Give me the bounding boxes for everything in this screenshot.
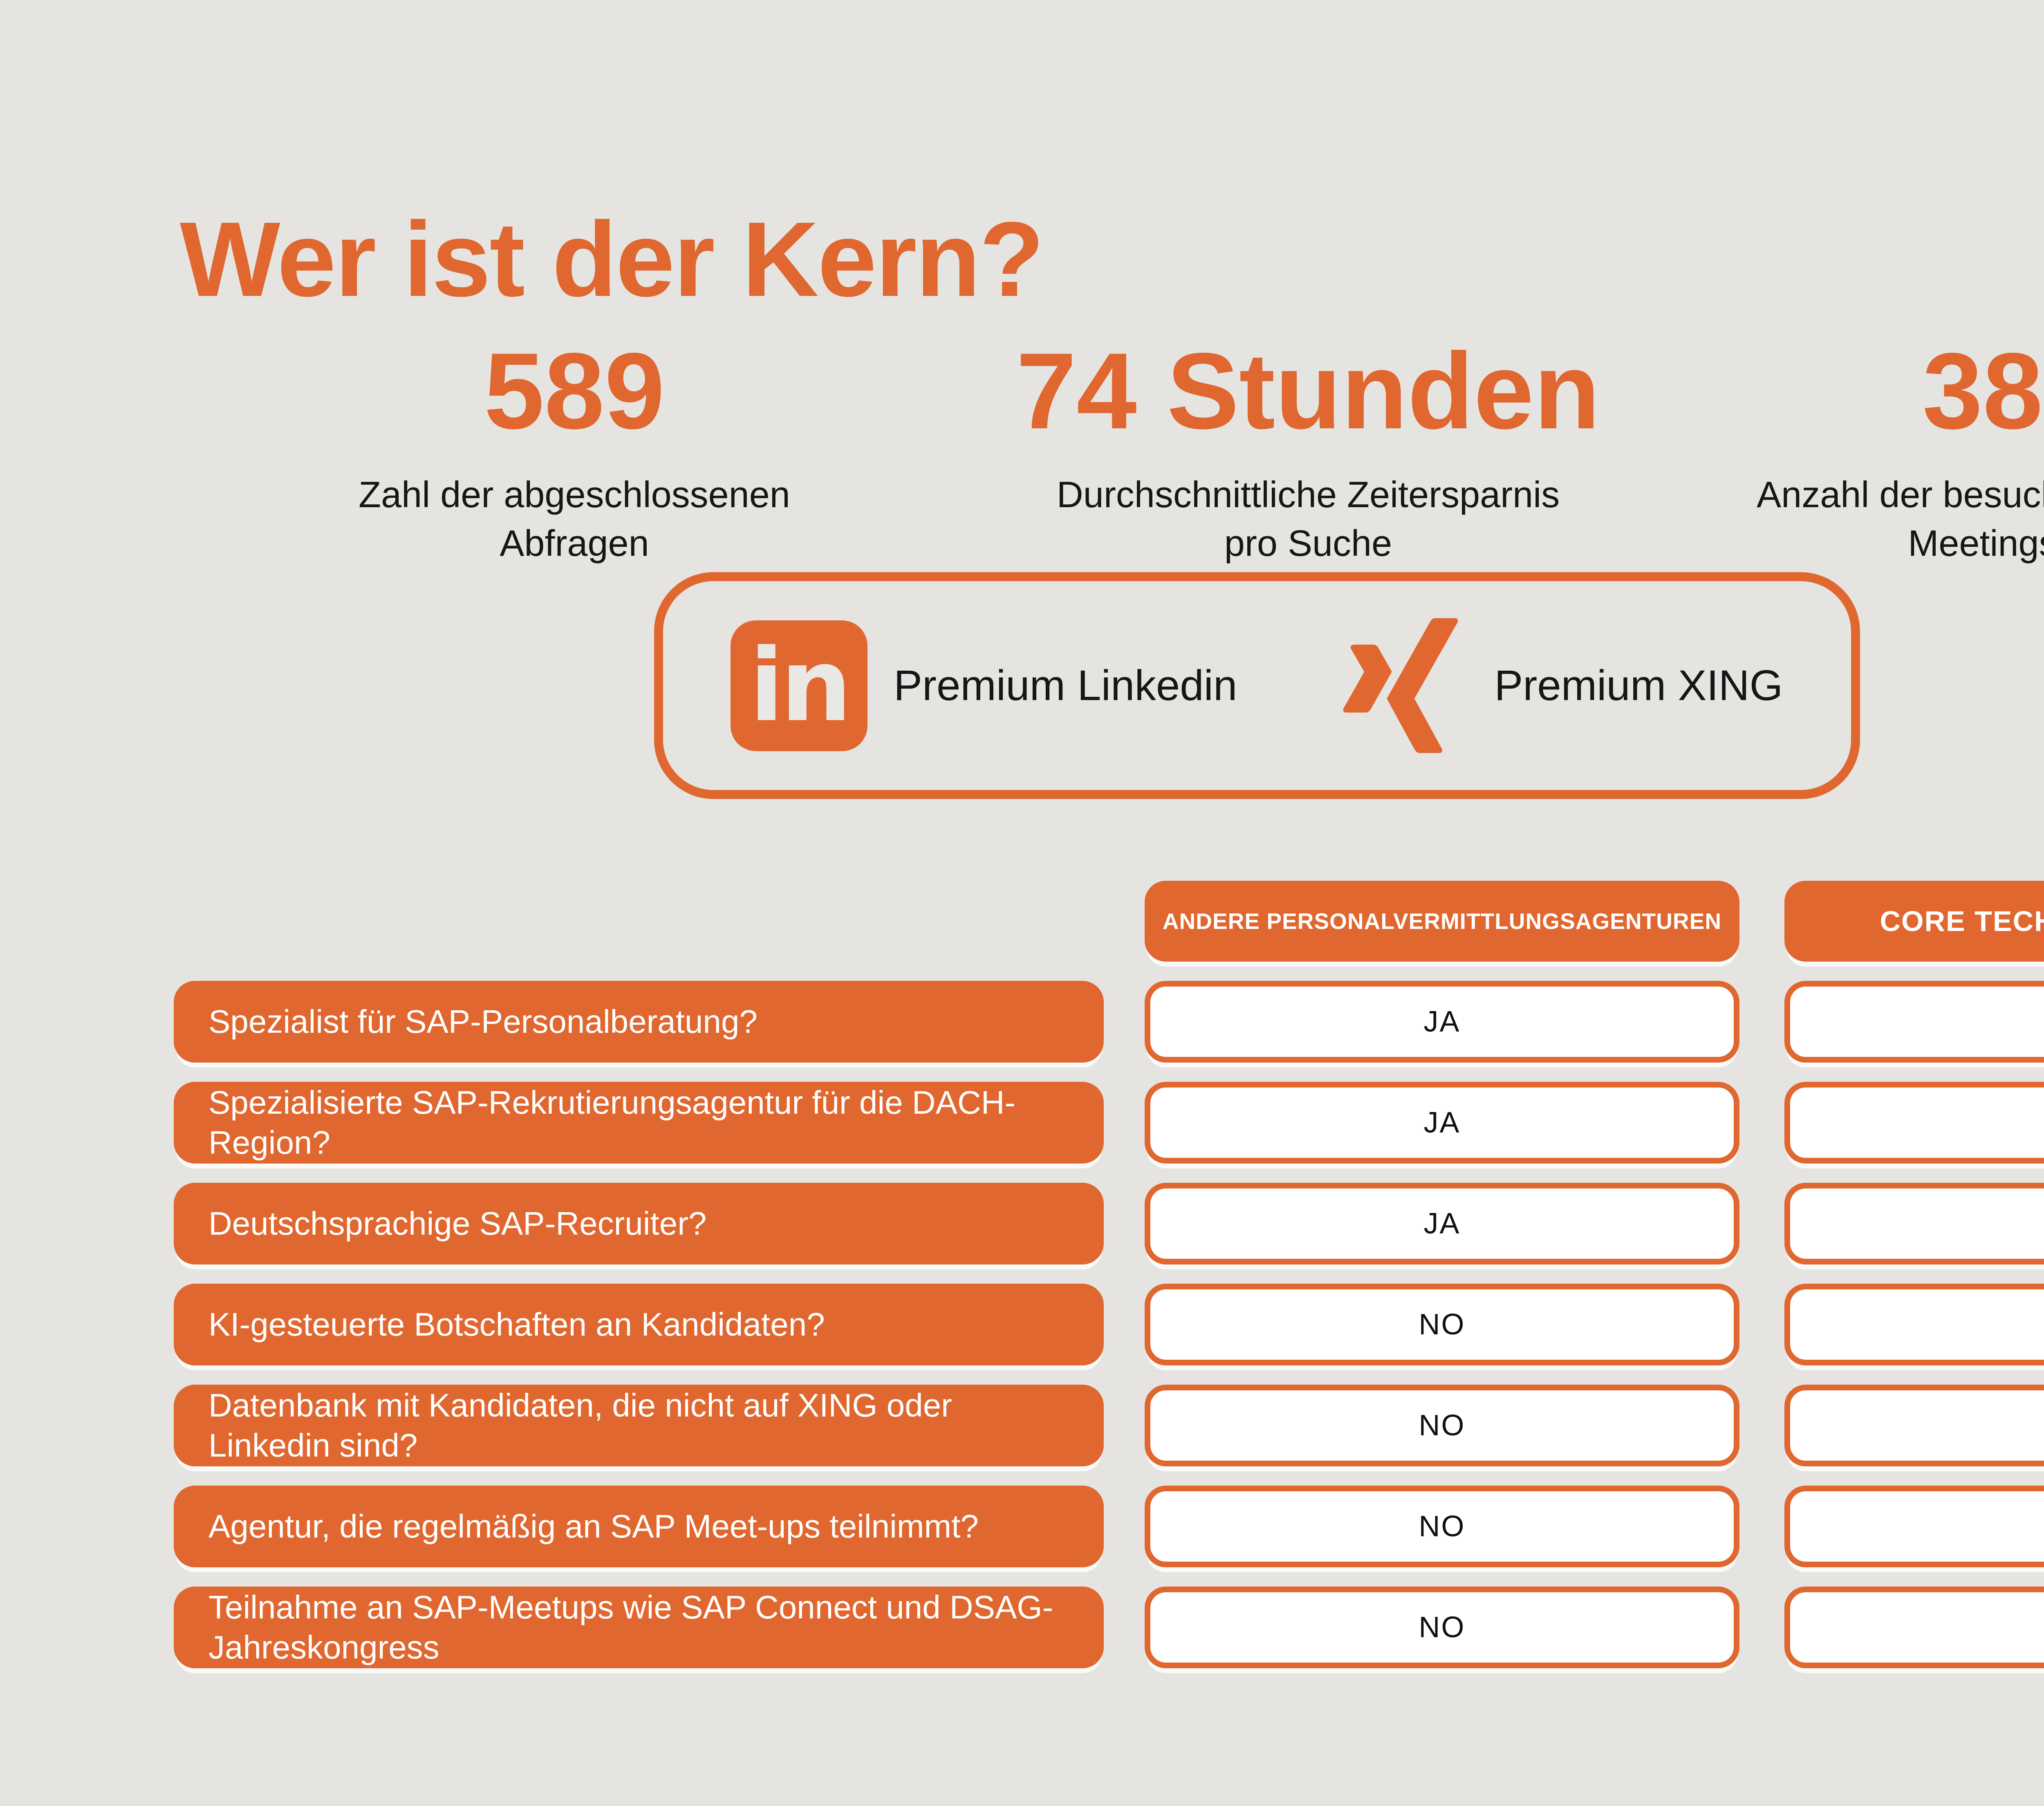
stat-label-line2: Abfragen: [500, 523, 649, 564]
column-header-other-agencies: ANDERE PERSONALVERMITTLUNGSAGENTUREN: [1145, 881, 1739, 962]
premium-memberships-box: in Premium Linkedin Premium XING: [654, 572, 1860, 799]
stat-label: Zahl der abgeschlossenen Abfragen: [176, 471, 973, 568]
question-cell: Datenbank mit Kandidaten, die nicht auf …: [174, 1385, 1104, 1466]
answer-other-agencies: NO: [1145, 1284, 1739, 1365]
answer-core-tech: JA: [1784, 1284, 2044, 1365]
answer-other-agencies: JA: [1145, 981, 1739, 1063]
question-cell: Deutschsprachige SAP-Recruiter?: [174, 1183, 1104, 1264]
linkedin-label: Premium Linkedin: [894, 661, 1237, 709]
answer-other-agencies: JA: [1145, 1082, 1739, 1164]
stat-label-line1: Durchschnittliche Zeitersparnis: [1056, 474, 1560, 515]
page-title: Wer ist der Kern?: [180, 200, 1044, 319]
question-cell: KI-gesteuerte Botschaften an Kandidaten?: [174, 1284, 1104, 1365]
stat-value: 589: [484, 331, 665, 452]
stat-label-line2: pro Suche: [1224, 523, 1392, 564]
answer-core-tech: JA: [1784, 1183, 2044, 1264]
question-cell: Spezialisierte SAP-Rekrutierungsagentur …: [174, 1082, 1104, 1164]
linkedin-icon-glyph: in: [749, 627, 852, 744]
linkedin-icon: in: [731, 620, 867, 751]
answer-other-agencies: NO: [1145, 1385, 1739, 1466]
question-cell: Spezialist für SAP-Personalberatung?: [174, 981, 1104, 1063]
stat-sap-meetings: 38 Anzahl der besuchten SAP- Meetings: [1676, 337, 2044, 568]
xing-label: Premium XING: [1494, 661, 1783, 709]
answer-core-tech: JA: [1784, 981, 2044, 1063]
question-cell: Agentur, die regelmäßig an SAP Meet-ups …: [174, 1486, 1104, 1567]
xing-icon: [1343, 618, 1458, 753]
answer-other-agencies: JA: [1145, 1183, 1739, 1264]
answer-core-tech: JA: [1784, 1587, 2044, 1668]
stat-label: Durchschnittliche Zeitersparnis pro Such…: [920, 471, 1697, 568]
stat-label-line1: Zahl der abgeschlossenen: [359, 474, 790, 515]
answer-core-tech: JA: [1784, 1385, 2044, 1466]
answer-other-agencies: NO: [1145, 1486, 1739, 1567]
answer-other-agencies: NO: [1145, 1587, 1739, 1668]
stat-completed-searches: 589 Zahl der abgeschlossenen Abfragen: [176, 337, 973, 568]
stat-time-saved: 74 Stunden Durchschnittliche Zeitersparn…: [920, 337, 1697, 568]
question-cell: Teilnahme an SAP-Meetups wie SAP Connect…: [174, 1587, 1104, 1668]
answer-core-tech: JA: [1784, 1082, 2044, 1164]
answer-core-tech: JA: [1784, 1486, 2044, 1567]
stat-value: 38: [1922, 331, 2043, 452]
stat-label-line2: Meetings: [1908, 523, 2044, 564]
stat-label: Anzahl der besuchten SAP- Meetings: [1676, 471, 2044, 568]
stat-label-line1: Anzahl der besuchten SAP-: [1757, 474, 2044, 515]
column-header-core-tech: CORE TECH RECRUITMENT: [1784, 881, 2044, 962]
stat-value: 74 Stunden: [1016, 331, 1600, 452]
